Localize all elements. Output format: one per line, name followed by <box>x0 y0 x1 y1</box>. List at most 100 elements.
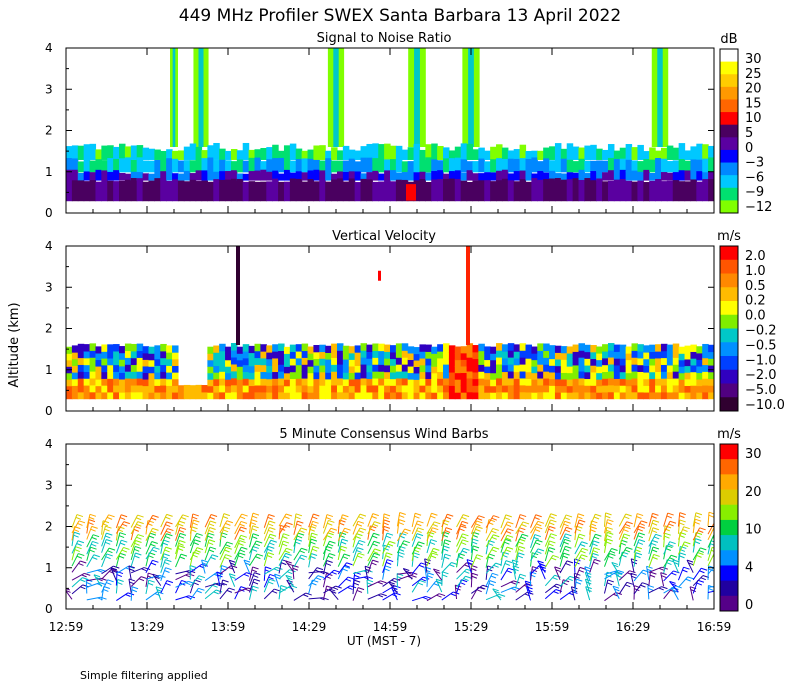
snr-cell <box>666 145 674 160</box>
wind-barb <box>669 580 679 593</box>
velocity-cell <box>319 391 326 400</box>
velocity-cell <box>124 377 132 386</box>
velocity-cell <box>301 357 309 365</box>
velocity-cell <box>248 365 256 373</box>
velocity-cell <box>472 365 479 373</box>
snr-cell <box>602 181 609 202</box>
velocity-updraft <box>466 246 470 345</box>
velocity-cell <box>360 384 368 393</box>
velocity-cell <box>560 359 568 367</box>
wind-barb <box>328 588 339 600</box>
snr-cell <box>566 172 574 181</box>
snr-cell <box>602 160 609 173</box>
wind-barb <box>677 512 686 527</box>
velocity-cell <box>254 371 261 379</box>
colorbar-swatch <box>720 301 738 316</box>
velocity-cell <box>672 364 680 372</box>
snr-cell <box>354 150 362 160</box>
wind-barb <box>93 574 103 587</box>
velocity-cell <box>401 350 409 358</box>
wind-barb <box>130 534 145 548</box>
snr-cell <box>413 180 421 202</box>
wind-barb <box>130 514 144 528</box>
wind-barb <box>323 527 338 541</box>
wind-barb <box>603 538 613 553</box>
snr-cell <box>272 158 279 173</box>
velocity-cell <box>166 378 173 386</box>
velocity-cell <box>295 385 303 393</box>
snr-cell <box>519 170 527 181</box>
snr-cell <box>331 160 338 173</box>
velocity-cell <box>225 353 232 361</box>
velocity-cell <box>142 352 150 360</box>
snr-cell <box>619 158 627 173</box>
velocity-cell <box>71 385 79 393</box>
velocity-cell <box>331 357 338 365</box>
snr-cell <box>478 147 485 160</box>
velocity-cell <box>431 385 438 393</box>
wind-barb <box>278 547 293 561</box>
velocity-cell <box>119 372 126 380</box>
x-tick-label: 13:59 <box>211 620 246 634</box>
wind-barb <box>515 521 530 535</box>
velocity-cell <box>490 359 497 367</box>
velocity-cell <box>283 346 291 354</box>
wind-barb <box>219 541 234 555</box>
velocity-cell <box>678 379 686 387</box>
snr-cell <box>136 157 144 173</box>
wind-barb <box>618 521 633 534</box>
wind-barb <box>663 520 677 534</box>
velocity-cell <box>354 372 362 380</box>
velocity-cell <box>248 378 256 387</box>
snr-cell <box>89 160 97 173</box>
velocity-cell <box>395 364 403 372</box>
velocity-cell <box>236 392 244 400</box>
velocity-cell <box>708 351 714 359</box>
velocity-cell <box>95 392 102 400</box>
velocity-cell <box>225 372 232 380</box>
velocity-cell <box>448 391 456 400</box>
velocity-cell <box>513 378 521 386</box>
velocity-cell <box>678 372 686 380</box>
velocity-cell <box>401 391 409 400</box>
snr-cell <box>195 146 203 160</box>
snr-cell <box>77 145 85 160</box>
velocity-cell <box>172 345 179 353</box>
velocity-cell <box>572 391 580 400</box>
snr-cell <box>183 181 191 202</box>
velocity-cell <box>225 366 232 374</box>
snr-cell <box>413 158 421 173</box>
velocity-cell <box>236 346 244 354</box>
velocity-cell <box>425 371 432 379</box>
velocity-cell <box>372 364 379 372</box>
velocity-plot-area <box>66 246 714 400</box>
snr-cell <box>619 147 627 160</box>
velocity-cell <box>301 350 309 358</box>
velocity-cell <box>460 385 468 393</box>
velocity-cell <box>507 377 515 386</box>
velocity-cell <box>113 371 120 379</box>
velocity-cell <box>531 346 538 354</box>
wind-barb <box>175 514 189 528</box>
snr-cell <box>113 146 120 160</box>
velocity-cell <box>166 365 173 373</box>
snr-cell <box>660 172 668 181</box>
velocity-cell <box>413 366 421 374</box>
velocity-cell <box>283 385 291 393</box>
velocity-cell <box>425 344 432 352</box>
wind-panel-title: 5 Minute Consensus Wind Barbs <box>279 427 488 442</box>
velocity-cell <box>507 370 515 379</box>
velocity-cell <box>142 385 150 393</box>
velocity-cell <box>101 371 108 379</box>
snr-cell <box>655 179 662 202</box>
wind-barb <box>101 579 114 593</box>
velocity-cell <box>301 364 309 372</box>
snr-cell <box>537 161 544 173</box>
snr-cell <box>649 147 656 160</box>
velocity-cell <box>71 345 79 353</box>
wind-barb <box>278 533 290 548</box>
wind-barb <box>630 572 637 587</box>
